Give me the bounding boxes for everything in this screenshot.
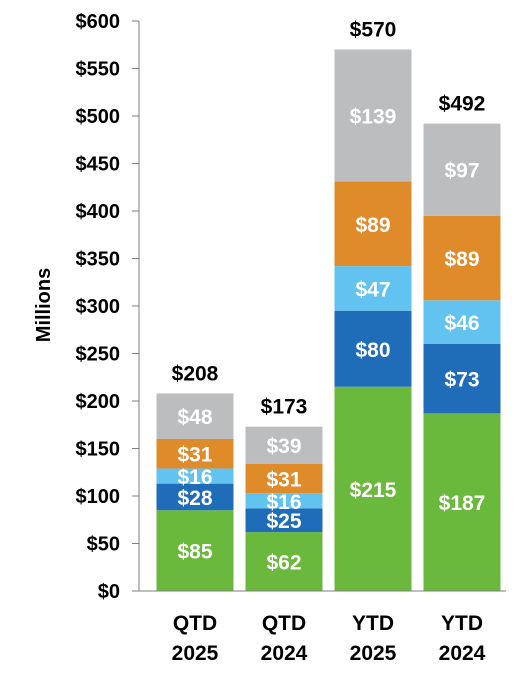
segment-value-label: $89 (355, 214, 390, 237)
y-tick-label: $400 (76, 201, 121, 223)
y-tick-label: $450 (76, 154, 121, 176)
segment-value-label: $28 (177, 487, 212, 510)
y-tick-label: $500 (76, 106, 121, 128)
segment-value-label: $25 (266, 510, 301, 533)
bar-segment (156, 439, 234, 469)
segment-value-label: $16 (266, 491, 301, 514)
bar-segment (245, 426, 323, 464)
bar-segment (334, 49, 412, 182)
bar-segment (423, 413, 501, 591)
bar-segment (334, 386, 412, 591)
bar-segment (423, 215, 501, 301)
bar-segment (156, 483, 234, 511)
bar-total-label: $208 (172, 362, 219, 385)
bar-total-label: $570 (350, 19, 397, 42)
bar-segment (423, 123, 501, 216)
segment-value-label: $80 (355, 339, 390, 362)
y-axis-title: Millions (33, 268, 55, 342)
x-tick-label: YTD (441, 612, 483, 635)
segment-value-label: $187 (439, 492, 486, 515)
bar-total-label: $173 (261, 396, 308, 419)
y-tick-label: $550 (76, 59, 121, 81)
y-axis: $0 $50 $100 $150 $200 $250 $300 $350 $400 $450 $50… (76, 11, 140, 603)
segment-value-label: $97 (444, 160, 479, 183)
x-tick-label: 2025 (172, 642, 219, 665)
segment-value-label: $31 (266, 468, 301, 491)
bar-segment (334, 310, 412, 387)
bar-segment (156, 510, 234, 591)
bars: $85$28$16$31$48$208$62$25$16$31$39$173$2… (156, 19, 501, 591)
y-tick-label: $50 (87, 534, 120, 556)
bar-segment (245, 532, 323, 591)
y-tick-label: $250 (76, 344, 121, 366)
bar-segment (156, 393, 234, 439)
segment-value-label: $215 (350, 479, 397, 502)
x-tick-label: QTD (262, 612, 306, 635)
bar-segment (423, 300, 501, 344)
segment-value-label: $31 (177, 444, 212, 467)
segment-value-label: $39 (266, 435, 301, 458)
segment-value-label: $139 (350, 106, 397, 129)
y-tick-label: $200 (76, 391, 121, 413)
bar-segment (245, 493, 323, 509)
x-tick-label: 2024 (439, 642, 486, 665)
x-tick-label: YTD (352, 612, 394, 635)
segment-value-label: $48 (177, 406, 212, 429)
segment-value-label: $47 (355, 278, 390, 301)
y-tick-label: $350 (76, 249, 121, 271)
bar-segment (423, 344, 501, 414)
y-tick-label: $150 (76, 439, 121, 461)
segment-value-label: $85 (177, 541, 212, 564)
bar-segment (156, 468, 234, 484)
x-tick-label: QTD (173, 612, 217, 635)
y-tick-label: $0 (98, 581, 120, 603)
segment-value-label: $73 (444, 369, 479, 392)
y-tick-label: $300 (76, 296, 121, 318)
x-axis: QTD 2025 QTD 2024 YTD 2025 YTD 2024 (139, 590, 506, 665)
x-tick-label: 2024 (261, 642, 308, 665)
segment-value-label: $16 (177, 466, 212, 489)
bar-segment (245, 508, 323, 533)
x-tick-label: 2025 (350, 642, 397, 665)
bar-segment (334, 266, 412, 311)
bar-total-label: $492 (439, 93, 486, 116)
y-tick-label: $100 (76, 486, 121, 508)
segment-value-label: $46 (444, 312, 479, 335)
segment-value-label: $89 (444, 248, 479, 271)
bar-segment (334, 181, 412, 267)
y-tick-label: $600 (76, 11, 121, 33)
bar-segment (245, 463, 323, 494)
segment-value-label: $62 (266, 552, 301, 575)
